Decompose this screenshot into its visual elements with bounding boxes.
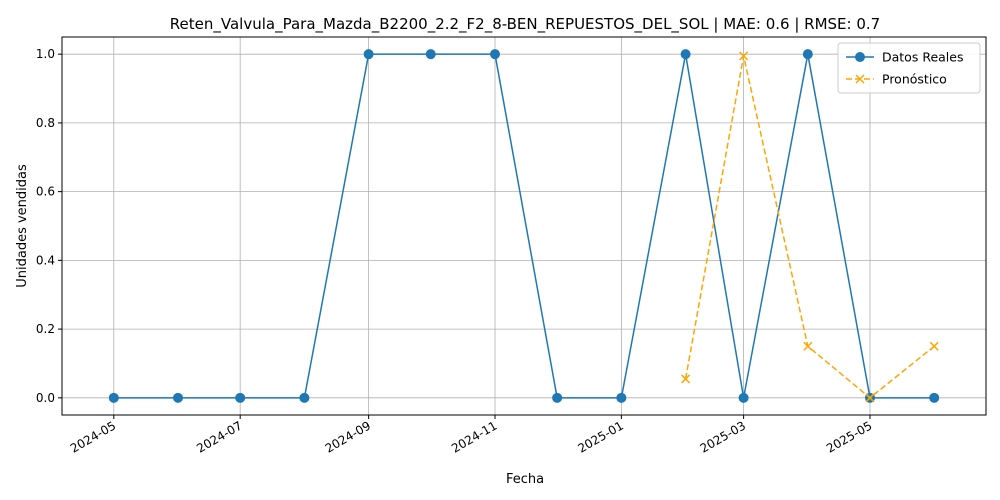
y-axis: 0.0 0.2 0.4 0.6 0.8 1.0: [36, 47, 62, 405]
data-point: [425, 49, 436, 60]
legend-label: Pronóstico: [882, 72, 947, 87]
data-point: [929, 392, 940, 403]
legend-label: Datos Reales: [882, 50, 963, 65]
y-tick-label: 0.2: [36, 322, 55, 336]
x-tick-label: 2025-03: [698, 418, 748, 455]
series-layer: [108, 49, 940, 403]
forecast-point: [803, 341, 813, 351]
legend-box: [837, 42, 981, 94]
data-point: [235, 392, 246, 403]
legend: Datos Reales Pronóstico: [837, 42, 981, 94]
chart-title: Reten_Valvula_Para_Mazda_B2200_2.2_F2_8-…: [170, 15, 880, 34]
x-tick-label: 2024-11: [449, 418, 499, 455]
y-tick-label: 1.0: [36, 47, 55, 61]
data-point: [680, 49, 691, 60]
forecast-point: [929, 341, 939, 351]
forecast-point: [865, 393, 875, 403]
x-tick-label: 2024-09: [323, 418, 373, 455]
data-point: [616, 392, 627, 403]
forecast-point: [739, 51, 749, 61]
legend-marker: [855, 74, 865, 84]
data-point: [552, 392, 563, 403]
x-tick-label: 2025-05: [824, 418, 874, 455]
forecast-point: [681, 374, 691, 384]
y-tick-label: 0.8: [36, 116, 55, 130]
grid: [62, 37, 986, 415]
series-line: [684, 55, 935, 399]
series-1: [108, 49, 940, 403]
legend-marker: [855, 52, 865, 62]
plot-frame: [61, 36, 987, 416]
x-axis: 2024-05 2024-07 2024-09 2024-11 2025-01 2025-…: [68, 415, 874, 456]
y-tick-label: 0.0: [36, 391, 55, 405]
y-tick-label: 0.6: [36, 185, 55, 199]
data-point: [299, 392, 310, 403]
series-2: [681, 51, 939, 403]
data-point: [802, 49, 813, 60]
series-line: [113, 53, 935, 399]
x-tick-label: 2025-01: [575, 418, 625, 455]
y-axis-label: Unidades vendidas: [15, 164, 30, 288]
data-point: [363, 49, 374, 60]
x-tick-label: 2024-05: [68, 418, 118, 455]
x-tick-label: 2024-07: [194, 418, 244, 455]
data-point: [108, 392, 119, 403]
y-tick-label: 0.4: [36, 253, 55, 267]
x-axis-label: Fecha: [506, 472, 544, 487]
data-point: [173, 392, 184, 403]
data-point: [489, 49, 500, 60]
data-point: [738, 392, 749, 403]
